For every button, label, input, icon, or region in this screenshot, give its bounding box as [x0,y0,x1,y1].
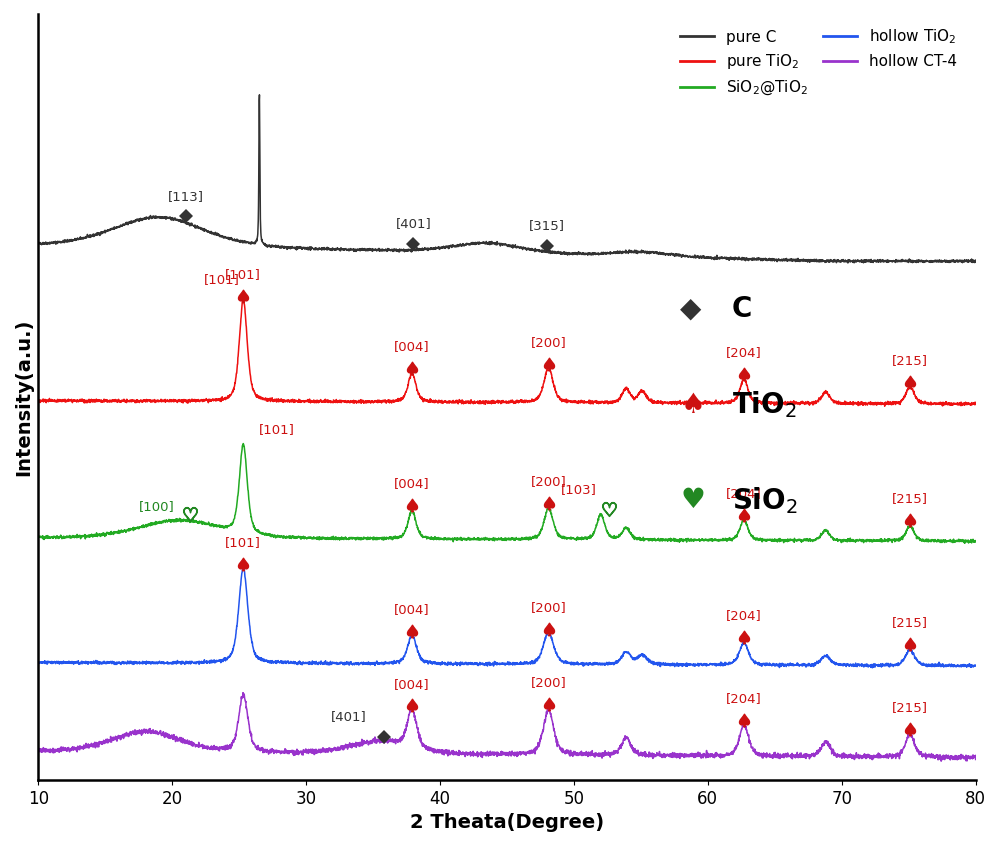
Text: TiO$_2$: TiO$_2$ [732,389,797,420]
Text: [004]: [004] [394,340,430,353]
Text: ♠: ♠ [680,391,705,419]
Text: [204]: [204] [726,692,762,705]
Text: ◆: ◆ [680,294,702,323]
X-axis label: 2 Theata(Degree): 2 Theata(Degree) [410,813,604,832]
Text: SiO$_2$: SiO$_2$ [732,485,798,516]
Text: [101]: [101] [225,268,261,281]
Text: [100]: [100] [139,500,175,513]
Text: [103]: [103] [561,483,597,496]
Text: [101]: [101] [259,423,295,436]
Text: [204]: [204] [726,609,762,622]
Text: [215]: [215] [892,354,928,367]
Text: C: C [732,294,752,323]
Text: [004]: [004] [394,678,430,690]
Text: [215]: [215] [892,492,928,505]
Text: [401]: [401] [331,710,366,723]
Text: [113]: [113] [168,190,204,203]
Text: [401]: [401] [395,217,431,230]
Text: [204]: [204] [726,487,762,500]
Text: [215]: [215] [892,700,928,714]
Y-axis label: Intensity(a.u.): Intensity(a.u.) [14,318,33,475]
Text: [200]: [200] [531,336,566,349]
Text: [215]: [215] [892,616,928,629]
Text: [200]: [200] [531,601,566,614]
Text: [101]: [101] [225,536,261,549]
Text: [315]: [315] [529,219,565,232]
Text: ♥: ♥ [680,486,705,514]
Legend: pure C, pure TiO$_2$, SiO$_2$@TiO$_2$, hollow TiO$_2$, hollow CT-4: pure C, pure TiO$_2$, SiO$_2$@TiO$_2$, h… [674,21,963,103]
Text: [101]: [101] [203,273,239,286]
Text: [204]: [204] [726,346,762,360]
Text: [200]: [200] [531,676,566,689]
Text: [200]: [200] [531,475,566,488]
Text: [004]: [004] [394,477,430,491]
Text: [004]: [004] [394,602,430,616]
